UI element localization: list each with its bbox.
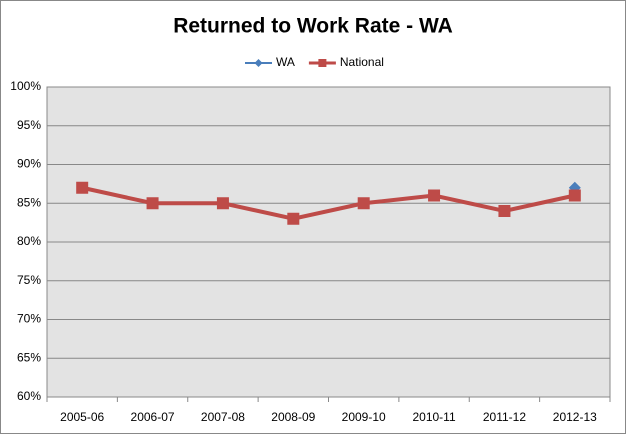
x-tick-label: 2009-10 [342, 410, 386, 424]
x-tick-label: 2010-11 [412, 410, 455, 424]
legend-label: National [340, 55, 384, 69]
series-marker [498, 205, 511, 217]
series-marker [76, 181, 89, 194]
y-tick-label: 100% [10, 79, 41, 93]
x-tick-label: 2012-13 [553, 410, 597, 424]
y-tick-label: 80% [17, 234, 41, 248]
y-tick-label: 90% [17, 157, 41, 171]
y-tick-label: 75% [17, 273, 41, 287]
x-tick-label: 2008-09 [271, 410, 315, 424]
legend-marker [254, 59, 263, 67]
x-tick-label: 2005-06 [60, 410, 104, 424]
series-marker [146, 197, 159, 210]
legend-marker [318, 59, 327, 67]
x-tick-label: 2007-08 [201, 410, 245, 424]
x-tick-label: 2006-07 [131, 410, 175, 424]
legend-label: WA [276, 55, 295, 69]
y-tick-label: 70% [17, 312, 41, 326]
chart-title: Returned to Work Rate - WA [173, 15, 453, 38]
y-tick-label: 95% [17, 118, 41, 132]
series-marker [357, 197, 370, 210]
series-line [81, 185, 576, 221]
y-tick-label: 85% [17, 195, 41, 209]
x-tick-label: 2011-12 [483, 410, 526, 424]
y-tick-label: 60% [17, 389, 41, 403]
series-marker [568, 189, 581, 202]
series-marker [287, 212, 300, 225]
series-marker [428, 189, 441, 202]
y-tick-label: 65% [17, 350, 41, 364]
series-marker [216, 197, 229, 210]
